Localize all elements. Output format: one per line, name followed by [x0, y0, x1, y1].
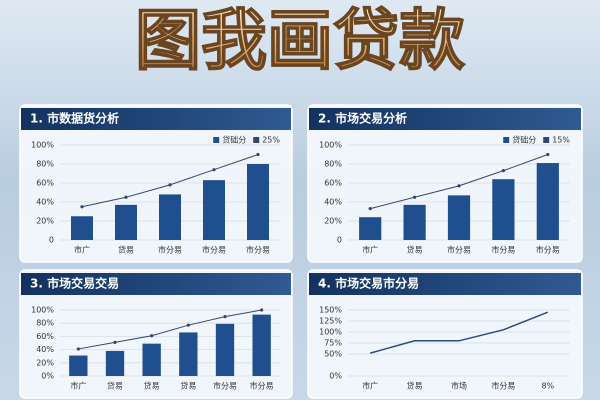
line-point — [150, 334, 154, 338]
y-tick-label: 20% — [324, 217, 342, 226]
y-tick-label: 60% — [36, 179, 54, 188]
y-tick-label: 0% — [41, 372, 54, 381]
y-tick-label: 0 — [49, 236, 54, 245]
panel-title: 4. 市场交易市分易 — [318, 276, 419, 291]
y-tick-label: 125% — [319, 317, 342, 326]
y-tick-label: 80% — [324, 160, 342, 169]
bar — [115, 204, 137, 240]
y-tick-label: 40% — [36, 345, 54, 354]
panel-title: 2. 市场交易分析 — [318, 111, 407, 126]
bar — [69, 355, 88, 376]
y-tick-label: 80% — [36, 160, 54, 169]
line-point — [256, 152, 260, 157]
bar — [203, 180, 225, 240]
y-tick-label: 40% — [36, 198, 54, 207]
line-point — [76, 347, 80, 351]
y-tick-label: 20% — [36, 358, 54, 367]
y-tick-label: 75% — [324, 339, 342, 348]
line-point — [212, 168, 216, 172]
x-tick-label: 市分易 — [213, 381, 237, 391]
x-tick-label: 贷易 — [180, 381, 196, 391]
panel-title: 1. 市数据货分析 — [30, 111, 119, 126]
legend-swatch — [253, 137, 260, 143]
line — [78, 309, 262, 350]
x-tick-label: 市分易 — [250, 381, 274, 391]
bar — [71, 216, 93, 240]
x-tick-label: 市分易 — [491, 245, 515, 255]
y-tick-label: 60% — [36, 332, 54, 341]
y-tick-label: 80% — [36, 319, 54, 328]
bar — [447, 195, 471, 240]
bar — [247, 164, 269, 240]
x-tick-label: 市广 — [70, 381, 86, 391]
bar — [359, 217, 382, 240]
panel-header — [21, 108, 291, 130]
panel-header — [309, 273, 581, 295]
x-tick-label: 贷易 — [407, 245, 423, 255]
y-tick-label: 150% — [319, 306, 342, 315]
bar — [536, 163, 559, 240]
line-point — [368, 207, 372, 211]
x-tick-label: 市广 — [362, 381, 378, 391]
y-tick-label: 40% — [324, 198, 342, 207]
y-tick-label: 100% — [31, 141, 54, 150]
bar — [159, 194, 181, 240]
x-tick-label: 市分易 — [158, 245, 182, 255]
legend-swatch — [213, 137, 220, 143]
line — [369, 311, 549, 354]
y-tick-label: 0% — [329, 372, 342, 381]
line-point — [413, 195, 417, 199]
x-tick-label: 市分易 — [447, 245, 471, 255]
x-tick-label: 贷易 — [144, 381, 160, 391]
x-tick-label: 贷易 — [107, 381, 123, 391]
page-title: 图我画贷款 — [135, 2, 465, 79]
legend-swatch — [503, 137, 510, 143]
line-point — [113, 340, 117, 344]
y-tick-label: 20% — [36, 217, 54, 226]
x-tick-label: 贷易 — [118, 245, 134, 255]
line-point — [457, 184, 461, 188]
line-point — [186, 323, 190, 327]
legend-label: 25% — [262, 136, 280, 145]
panel-header — [21, 273, 291, 295]
y-tick-label: 0 — [337, 236, 342, 245]
panel-title: 3. 市场交易交易 — [30, 276, 119, 291]
y-tick-label: 100% — [319, 328, 342, 337]
x-tick-label: 市分易 — [491, 381, 515, 391]
y-tick-label: 100% — [319, 141, 342, 150]
bar — [492, 179, 515, 240]
line-point — [546, 152, 550, 157]
x-tick-label: 市分易 — [202, 245, 226, 255]
bar — [105, 350, 125, 376]
bar — [142, 343, 161, 376]
y-tick-label: 60% — [324, 179, 342, 188]
x-tick-label: 市分易 — [536, 245, 560, 255]
x-tick-label: 8% — [541, 382, 554, 391]
bar — [252, 314, 271, 376]
panel-header — [309, 108, 581, 130]
bar — [403, 204, 426, 240]
x-tick-label: 市广 — [74, 245, 90, 255]
legend-label: 贷础分 — [222, 135, 246, 145]
x-tick-label: 市场 — [451, 381, 467, 391]
line-point — [80, 205, 84, 209]
x-tick-label: 贷易 — [407, 381, 423, 391]
line-point — [124, 195, 128, 199]
y-tick-label: 50% — [324, 350, 342, 359]
x-tick-label: 市分易 — [246, 245, 270, 255]
line-point — [260, 308, 264, 312]
bar — [179, 332, 198, 376]
legend-label: 贷础分 — [512, 135, 536, 145]
legend-label: 15% — [552, 136, 570, 145]
y-tick-label: 100% — [31, 306, 54, 315]
x-tick-label: 市广 — [362, 245, 378, 255]
legend-swatch — [543, 137, 550, 143]
bar — [215, 323, 235, 376]
line-point — [223, 315, 227, 319]
line-point — [168, 183, 172, 187]
panel — [307, 269, 583, 399]
line-point — [501, 169, 505, 173]
